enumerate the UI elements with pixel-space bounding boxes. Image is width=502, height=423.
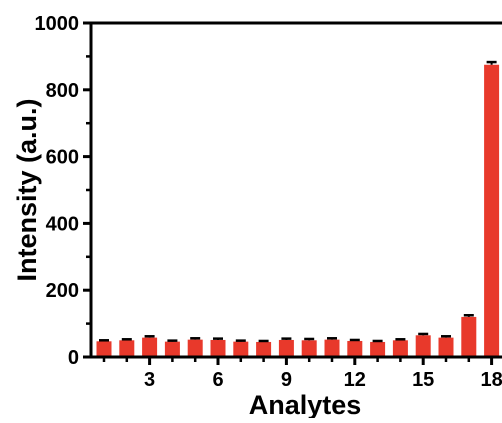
bar bbox=[439, 338, 454, 357]
bar bbox=[347, 341, 362, 357]
y-tick-label: 1000 bbox=[35, 13, 80, 35]
bar bbox=[416, 335, 431, 357]
error-bar bbox=[464, 315, 474, 317]
error-bars-layer bbox=[99, 62, 497, 342]
bar bbox=[461, 317, 476, 357]
x-tick-label: 18 bbox=[480, 369, 502, 391]
y-tick-label: 600 bbox=[46, 147, 79, 169]
ticks-layer: 0 200 400 600 800 1000 3 6 9 12 15 18 bbox=[35, 13, 502, 391]
bar bbox=[211, 340, 226, 357]
error-bar bbox=[418, 334, 428, 335]
error-bar bbox=[122, 339, 132, 340]
bar bbox=[370, 342, 385, 357]
error-bar bbox=[487, 62, 497, 65]
x-tick-label: 9 bbox=[281, 369, 292, 391]
axes-layer bbox=[91, 23, 502, 357]
error-bar bbox=[145, 336, 155, 337]
y-tick-label: 400 bbox=[46, 213, 79, 235]
error-bar bbox=[395, 339, 405, 340]
error-bar bbox=[373, 341, 383, 342]
bar bbox=[97, 341, 112, 357]
bar bbox=[256, 342, 271, 357]
bar bbox=[302, 340, 317, 357]
x-axis-label: Analytes bbox=[249, 390, 362, 418]
error-bar bbox=[327, 338, 337, 339]
x-tick-label: 3 bbox=[144, 369, 155, 391]
error-bar bbox=[213, 339, 223, 340]
error-bar bbox=[190, 338, 200, 339]
error-bar bbox=[99, 340, 109, 341]
bar bbox=[393, 340, 408, 357]
x-tick-label: 6 bbox=[212, 369, 223, 391]
y-tick-label: 0 bbox=[68, 347, 79, 369]
error-bar bbox=[167, 341, 177, 342]
error-bar bbox=[350, 340, 360, 341]
bar bbox=[325, 340, 340, 357]
bar bbox=[119, 340, 134, 357]
x-tick-label: 12 bbox=[344, 369, 366, 391]
error-bar bbox=[236, 341, 246, 342]
error-bar bbox=[259, 341, 269, 342]
y-axis-label: Intensity (a.u.) bbox=[12, 98, 42, 281]
bar bbox=[142, 338, 157, 357]
bar bbox=[165, 342, 180, 357]
bars-layer bbox=[97, 65, 500, 357]
y-tick-label: 200 bbox=[46, 280, 79, 302]
y-tick-label: 800 bbox=[46, 80, 79, 102]
error-bar bbox=[441, 336, 451, 337]
x-tick-label: 15 bbox=[412, 369, 434, 391]
bar bbox=[188, 340, 203, 357]
bar bbox=[233, 342, 248, 357]
bar bbox=[484, 65, 499, 357]
bar bbox=[279, 340, 294, 357]
error-bar bbox=[281, 339, 291, 340]
error-bar bbox=[304, 339, 314, 340]
